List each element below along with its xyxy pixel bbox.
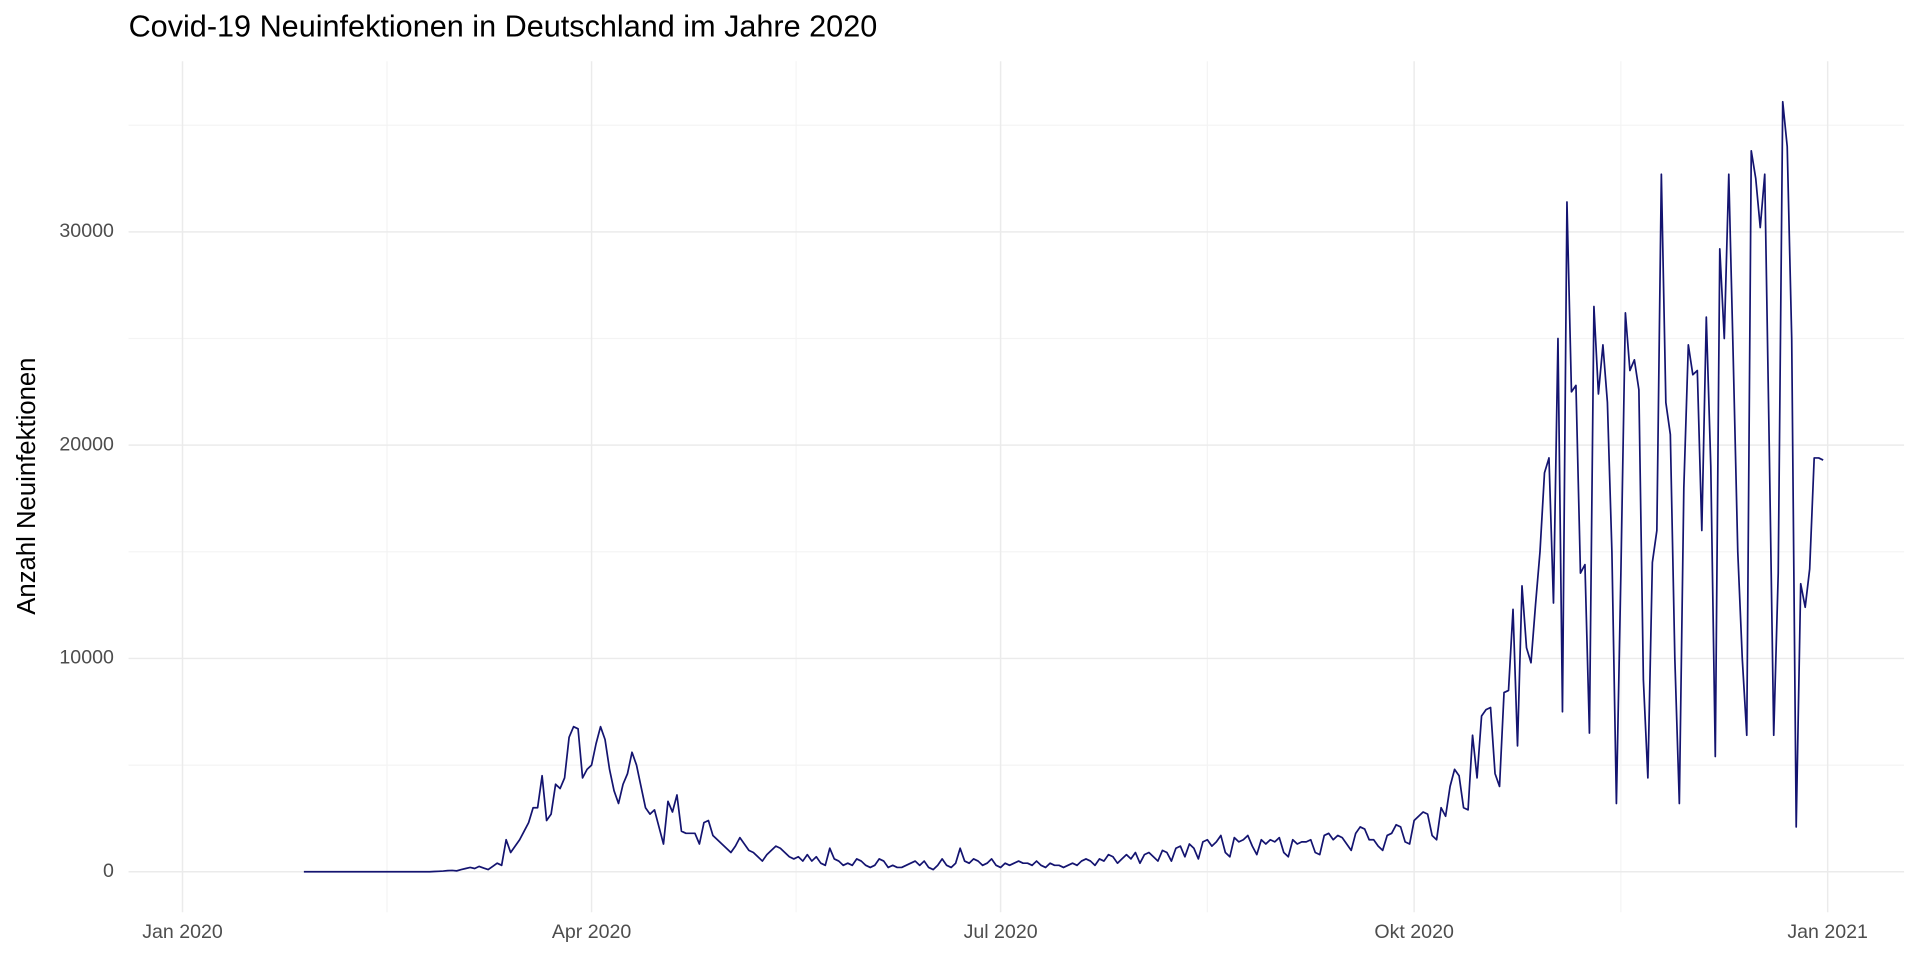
- x-tick-label: Apr 2020: [552, 921, 632, 943]
- y-tick-label: 0: [103, 860, 114, 882]
- data-line: [303, 100, 1824, 873]
- x-tick-label: Okt 2020: [1374, 921, 1454, 943]
- x-tick-label: Jan 2021: [1787, 921, 1868, 943]
- grid: [128, 61, 1905, 913]
- y-axis-label: Anzahl Neuinfektionen: [13, 358, 41, 615]
- x-tick-label: Jan 2020: [142, 921, 223, 943]
- plot: [303, 100, 1824, 873]
- x-tick-label: Jul 2020: [964, 921, 1038, 943]
- chart-title: Covid-19 Neuinfektionen in Deutschland i…: [129, 9, 878, 43]
- y-tick-label: 20000: [59, 433, 114, 455]
- y-tick-label: 10000: [59, 647, 114, 669]
- y-tick-label: 30000: [59, 220, 114, 242]
